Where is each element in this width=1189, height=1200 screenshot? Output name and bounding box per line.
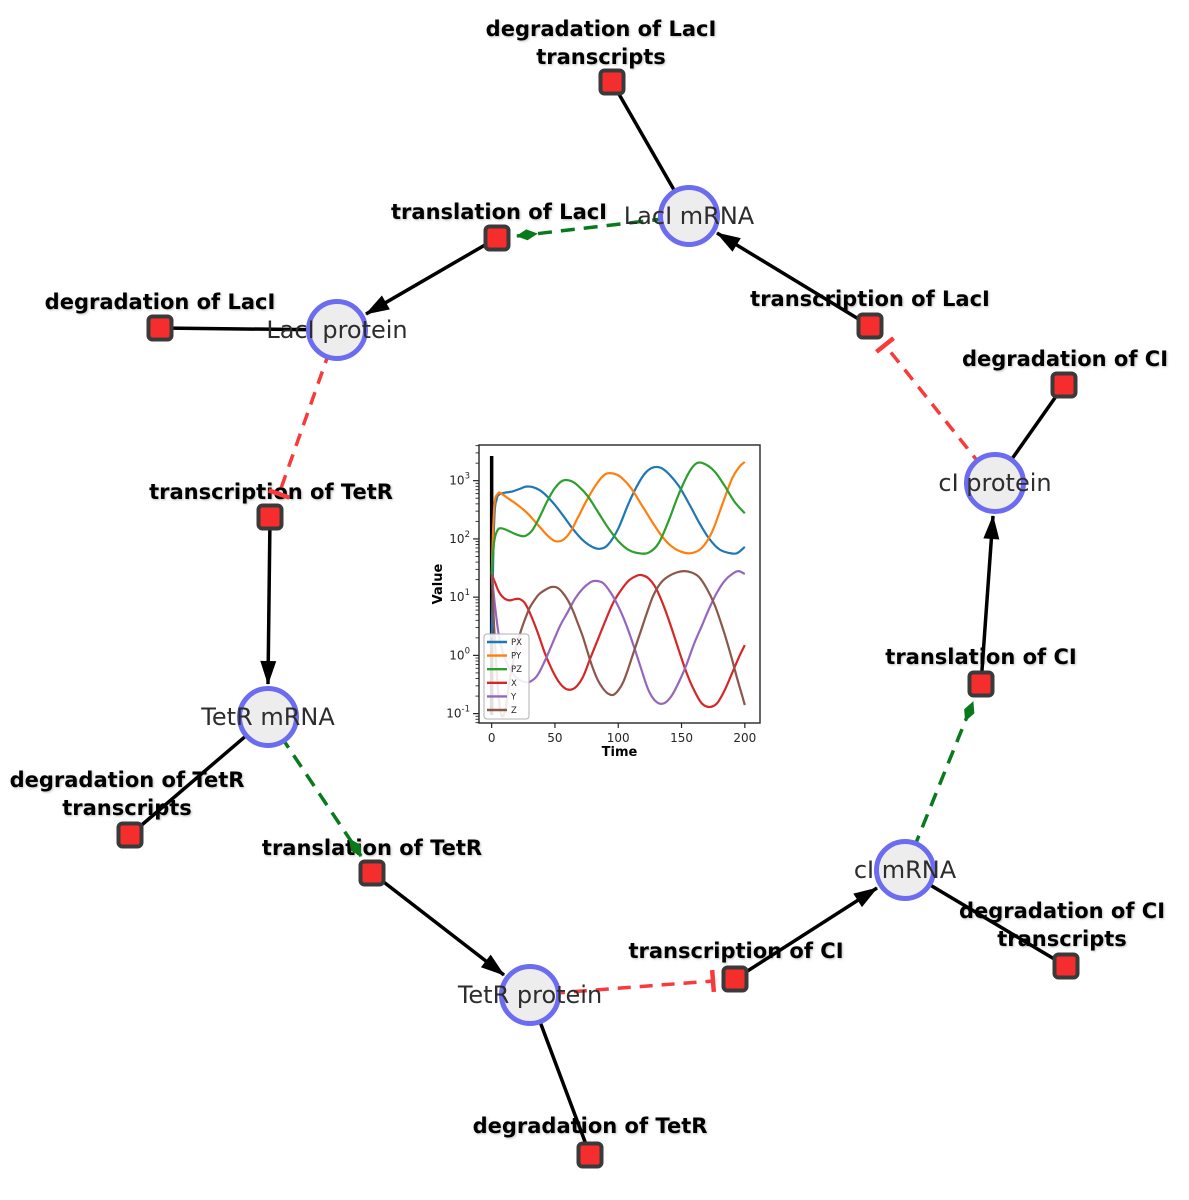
reaction-label-degradation-of-ci-transcripts: degradation of CI transcripts [959,897,1165,953]
reaction-label-line: degradation of LacI [485,17,717,41]
y-tick-label: 10-1 [446,705,470,721]
x-tick-label: 100 [607,731,630,745]
reaction-label-translation-of-tetr: translation of TetR [262,834,482,862]
legend-label-X: X [511,679,517,689]
reaction-node-translation-of-laci[interactable] [483,224,511,252]
reaction-node-translation-of-ci[interactable] [967,670,995,698]
reaction-label-degradation-of-laci: degradation of LacI [45,288,276,316]
legend-label-PZ: PZ [511,665,522,675]
edge-transcription-of-tetr--tetr-mrna [260,516,277,685]
reaction-label-degradation-of-tetr: degradation of TetR [473,1112,708,1140]
reaction-node-transcription-of-ci[interactable] [721,965,749,993]
species-label-tetr-protein: TetR protein [457,981,603,1009]
series-line-PY [490,461,746,575]
reaction-node-degradation-of-laci-transcripts[interactable] [598,68,626,96]
reaction-label-line: translation of LacI [391,200,607,224]
reaction-label-line: translation of TetR [261,836,483,860]
x-tick-label: 200 [733,731,756,745]
series-line-X [490,573,746,709]
simulation-plot-panel: 0 50 100 150 200 10-1 100 101 102 103 Time Value PX P… [430,436,775,768]
reaction-label-degradation-of-ci: degradation of CI [962,345,1168,373]
axes-frame [478,444,761,724]
reaction-label-line: transcription of LacI [750,287,990,311]
legend-box [483,633,530,720]
reaction-node-degradation-of-tetr[interactable] [576,1141,604,1169]
y-tick-label: 100 [449,646,470,662]
reaction-label-line: degradation of CI [958,899,1166,923]
species-node-tetr-protein[interactable] [499,964,561,1026]
y-tick-label: 101 [449,588,470,604]
legend-label-Y: Y [510,692,517,702]
reaction-node-degradation-of-laci[interactable] [146,314,174,342]
reaction-label-line: transcripts [536,45,666,69]
x-axis-label: Time [602,745,638,760]
species-label-laci-mrna: LacI mRNA [623,202,755,230]
species-node-tetr-mrna[interactable] [237,686,299,748]
reaction-label-transcription-of-ci: transcription of CI [628,937,843,965]
reaction-node-translation-of-tetr[interactable] [358,859,386,887]
species-label-tetr-mrna: TetR mRNA [201,703,335,731]
species-label-ci-mrna: cI mRNA [853,856,957,884]
species-node-ci-protein[interactable] [964,452,1026,514]
series-line-PZ [490,461,746,575]
x-tick-label: 50 [547,731,562,745]
reaction-label-line: degradation of LacI [44,290,276,314]
time-series-chart: 0 50 100 150 200 10-1 100 101 102 103 Time Value PX P… [430,436,775,768]
y-axis-label: Value [431,563,446,604]
x-tick-label: 150 [670,731,693,745]
reaction-label-transcription-of-laci: transcription of LacI [750,285,990,313]
reaction-node-degradation-of-tetr-transcripts[interactable] [116,821,144,849]
edge-translation-of-tetr--tetr-protein [370,871,506,977]
edge-transcription-of-laci--laci-mrna [716,231,871,328]
reaction-label-degradation-of-laci-transcripts: degradation of LacI transcripts [486,15,717,71]
legend-label-PY: PY [511,652,522,662]
x-tick-label: 0 [488,731,496,745]
species-node-laci-mrna[interactable] [658,185,720,247]
species-node-ci-mrna[interactable] [874,839,936,901]
series-line-PX [490,465,746,638]
reaction-node-degradation-of-ci-transcripts[interactable] [1052,952,1080,980]
legend-label-Z: Z [511,706,517,716]
y-tick-label: 103 [449,472,470,488]
species-node-laci-protein[interactable] [306,299,368,361]
species-label-laci-protein: LacI protein [266,316,408,344]
species-label-ci-protein: cI protein [938,469,1052,497]
reaction-label-translation-of-laci: translation of LacI [391,198,607,226]
reaction-label-line: degradation of TetR [472,1114,708,1138]
reaction-label-line: degradation of CI [961,347,1169,371]
reaction-node-transcription-of-laci[interactable] [856,312,884,340]
edge-transcription-of-ci--ci-mrna [734,886,878,981]
reaction-label-line: transcription of CI [628,939,844,963]
legend-label-PX: PX [511,638,522,648]
reaction-node-transcription-of-tetr[interactable] [256,503,284,531]
reaction-node-degradation-of-ci[interactable] [1050,371,1078,399]
edge-translation-of-laci--laci-protein [365,236,498,316]
edge-translation-of-ci--ci-protein [979,515,1000,685]
y-tick-label: 102 [449,530,470,546]
edge-ci-mrna--degradation-of-ci-transcripts [904,868,1067,968]
